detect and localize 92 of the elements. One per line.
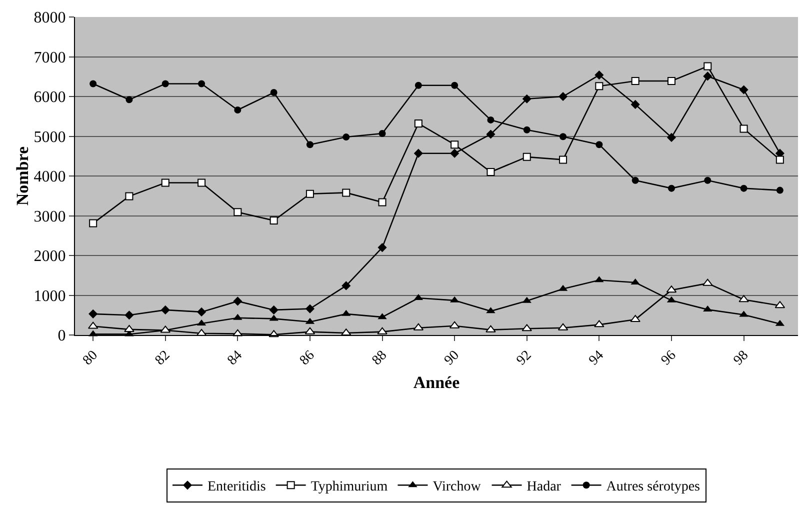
point [126,96,133,104]
point [776,186,784,194]
point [738,295,749,302]
point [776,156,784,164]
point [704,62,712,70]
point [378,198,386,206]
y-tick-label: 1000 [34,288,66,305]
legend-label: Enteritidis [208,480,266,495]
point [739,85,748,94]
y-tick-label: 8000 [34,10,66,27]
x-tick-label: 90 [442,348,462,368]
point [124,310,134,320]
point [558,92,568,102]
point [414,120,422,128]
point [414,148,423,158]
point [594,70,604,80]
point [631,77,640,85]
point [162,80,169,88]
y-tick-label: 7000 [34,49,66,66]
point [704,176,712,184]
y-tick-label: 6000 [34,89,66,106]
point [560,133,567,140]
point [306,190,314,198]
point [594,320,604,328]
point [522,152,531,161]
y-tick-label: 3000 [34,208,66,226]
point [161,178,170,187]
point [486,130,496,139]
point [306,141,314,148]
point [740,124,748,133]
point [595,82,604,90]
point [234,208,242,216]
y-tick-label: 5000 [34,128,66,146]
x-tick-label: 96 [658,348,680,368]
point [667,77,676,85]
point [198,80,206,88]
point [414,82,422,89]
point [450,148,460,158]
point [703,72,712,81]
legend-label: Typhimurium [310,480,388,495]
point [451,82,458,89]
point [523,126,530,134]
y-axis-title: Nombre [12,146,32,206]
legend-label: Virchow [432,480,482,495]
point [88,309,98,318]
point [559,156,568,164]
x-tick-label: 80 [80,348,101,368]
x-axis-title: Année [413,372,460,392]
y-tick-label: 4000 [34,168,66,186]
x-tick-label: 92 [514,348,535,368]
point [486,325,496,332]
point [234,106,242,114]
point [378,243,387,252]
x-tick-label: 82 [152,348,174,368]
x-tick-label: 86 [297,348,318,368]
point [632,176,639,184]
point [233,296,242,306]
point [702,278,713,286]
point [196,307,206,316]
x-tick-label: 88 [370,348,390,368]
point [666,132,676,142]
point [342,134,350,141]
point [378,130,386,137]
x-tick-label: 94 [586,348,607,368]
point [160,305,170,315]
legend-label: Autres sérotypes [606,480,700,495]
point [450,140,459,149]
y-tick-label: 0 [58,328,66,345]
point [305,304,315,314]
legend-label: Hadar [526,480,562,495]
point [668,184,675,192]
point [198,178,206,187]
point [630,100,640,109]
point [487,116,494,124]
point [89,219,98,228]
point [124,324,134,332]
point [522,324,532,332]
point [522,94,532,104]
point [90,80,97,88]
point [342,188,350,197]
x-tick-label: 98 [731,348,752,368]
point [269,305,278,315]
y-tick-label: 2000 [34,248,66,266]
point [377,327,388,334]
point [270,216,278,225]
point [342,281,351,290]
x-tick-label: 84 [224,348,246,368]
point [486,168,495,176]
point [740,184,748,192]
point [125,192,134,200]
point [270,89,278,96]
point [596,141,603,148]
